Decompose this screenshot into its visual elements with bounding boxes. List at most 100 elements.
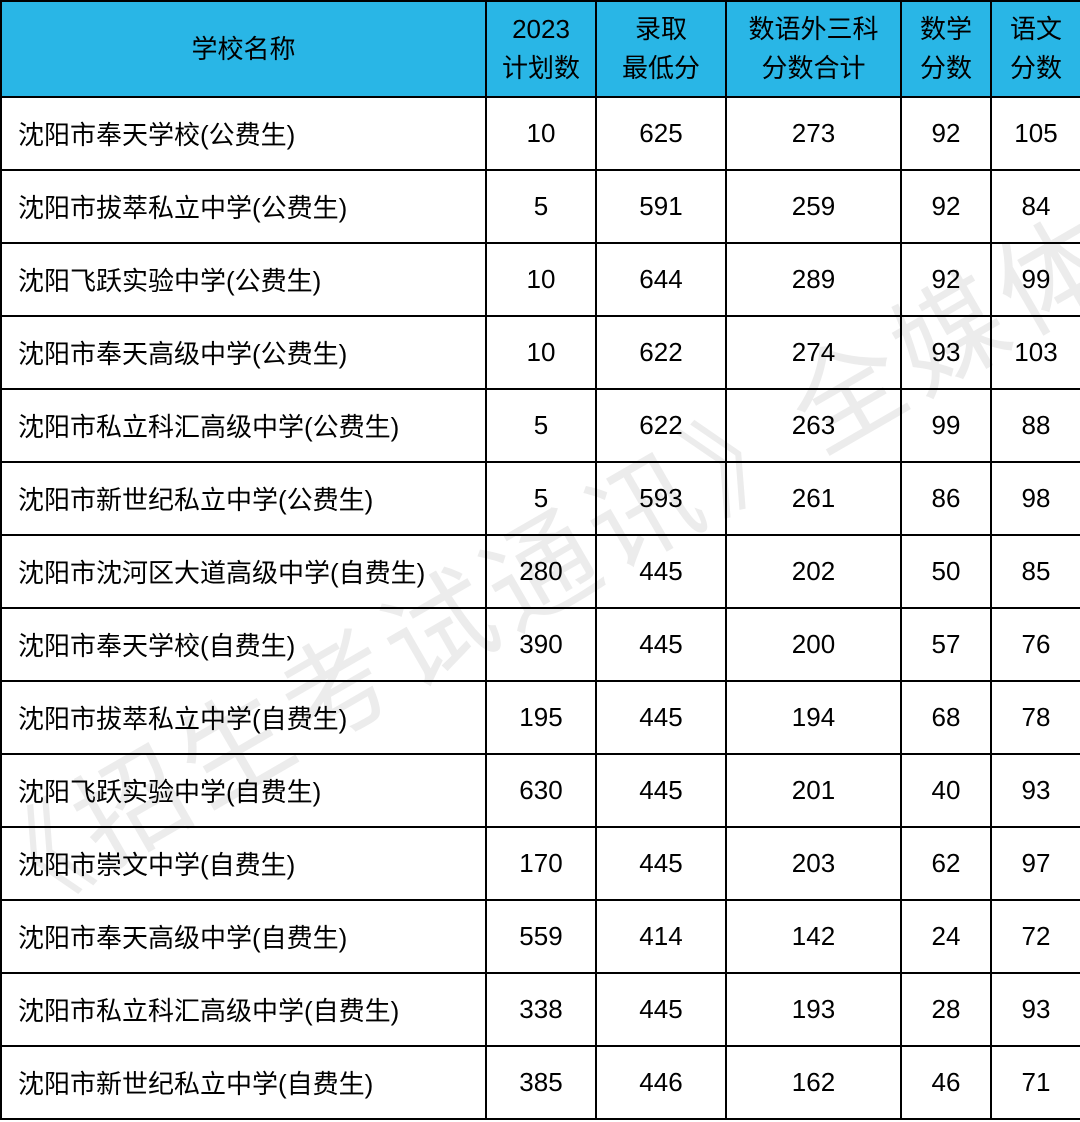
table-row: 沈阳市私立科汇高级中学(公费生)56222639988 (1, 389, 1080, 462)
cell-value: 72 (991, 900, 1080, 973)
cell-value: 71 (991, 1046, 1080, 1119)
table-row: 沈阳市新世纪私立中学(自费生)3854461624671 (1, 1046, 1080, 1119)
cell-value: 630 (486, 754, 596, 827)
cell-value: 195 (486, 681, 596, 754)
cell-value: 414 (596, 900, 726, 973)
cell-school-name: 沈阳市拔萃私立中学(自费生) (1, 681, 486, 754)
cell-value: 88 (991, 389, 1080, 462)
cell-value: 5 (486, 462, 596, 535)
cell-school-name: 沈阳飞跃实验中学(公费生) (1, 243, 486, 316)
cell-value: 24 (901, 900, 991, 973)
cell-school-name: 沈阳市拔萃私立中学(公费生) (1, 170, 486, 243)
cell-school-name: 沈阳市私立科汇高级中学(公费生) (1, 389, 486, 462)
cell-school-name: 沈阳市私立科汇高级中学(自费生) (1, 973, 486, 1046)
cell-value: 445 (596, 681, 726, 754)
cell-school-name: 沈阳市新世纪私立中学(公费生) (1, 462, 486, 535)
cell-value: 62 (901, 827, 991, 900)
cell-value: 338 (486, 973, 596, 1046)
cell-value: 162 (726, 1046, 901, 1119)
cell-value: 280 (486, 535, 596, 608)
cell-value: 40 (901, 754, 991, 827)
table-row: 沈阳市奉天学校(自费生)3904452005776 (1, 608, 1080, 681)
cell-value: 50 (901, 535, 991, 608)
cell-value: 105 (991, 97, 1080, 170)
cell-value: 93 (991, 754, 1080, 827)
cell-school-name: 沈阳市沈河区大道高级中学(自费生) (1, 535, 486, 608)
cell-value: 142 (726, 900, 901, 973)
col-header-chinese: 语文分数 (991, 1, 1080, 97)
cell-value: 445 (596, 535, 726, 608)
cell-value: 98 (991, 462, 1080, 535)
cell-value: 273 (726, 97, 901, 170)
cell-value: 10 (486, 97, 596, 170)
cell-school-name: 沈阳飞跃实验中学(自费生) (1, 754, 486, 827)
col-header-minscore: 录取最低分 (596, 1, 726, 97)
table-row: 沈阳市私立科汇高级中学(自费生)3384451932893 (1, 973, 1080, 1046)
cell-value: 203 (726, 827, 901, 900)
cell-value: 92 (901, 243, 991, 316)
cell-value: 99 (991, 243, 1080, 316)
cell-value: 202 (726, 535, 901, 608)
table-row: 沈阳市奉天高级中学(自费生)5594141422472 (1, 900, 1080, 973)
cell-value: 92 (901, 170, 991, 243)
table-header-row: 学校名称 2023计划数 录取最低分 数语外三科分数合计 数学分数 语文分数 (1, 1, 1080, 97)
cell-value: 86 (901, 462, 991, 535)
cell-value: 78 (991, 681, 1080, 754)
cell-value: 446 (596, 1046, 726, 1119)
cell-value: 170 (486, 827, 596, 900)
cell-value: 194 (726, 681, 901, 754)
cell-value: 289 (726, 243, 901, 316)
cell-value: 5 (486, 389, 596, 462)
table-row: 沈阳飞跃实验中学(公费生)106442899299 (1, 243, 1080, 316)
cell-value: 445 (596, 973, 726, 1046)
table-row: 沈阳市奉天高级中学(公费生)1062227493103 (1, 316, 1080, 389)
table-row: 沈阳市拔萃私立中学(公费生)55912599284 (1, 170, 1080, 243)
cell-value: 103 (991, 316, 1080, 389)
table-row: 沈阳市沈河区大道高级中学(自费生)2804452025085 (1, 535, 1080, 608)
cell-value: 274 (726, 316, 901, 389)
cell-value: 46 (901, 1046, 991, 1119)
table-row: 沈阳市奉天学校(公费生)1062527392105 (1, 97, 1080, 170)
cell-value: 92 (901, 97, 991, 170)
cell-value: 28 (901, 973, 991, 1046)
cell-school-name: 沈阳市奉天高级中学(自费生) (1, 900, 486, 973)
cell-value: 76 (991, 608, 1080, 681)
cell-value: 385 (486, 1046, 596, 1119)
col-header-plan: 2023计划数 (486, 1, 596, 97)
cell-value: 259 (726, 170, 901, 243)
cell-value: 93 (991, 973, 1080, 1046)
col-header-threesubj: 数语外三科分数合计 (726, 1, 901, 97)
admissions-score-table: 学校名称 2023计划数 录取最低分 数语外三科分数合计 数学分数 语文分数 沈… (0, 0, 1080, 1120)
table-row: 沈阳市拔萃私立中学(自费生)1954451946878 (1, 681, 1080, 754)
cell-value: 445 (596, 608, 726, 681)
cell-value: 200 (726, 608, 901, 681)
cell-value: 593 (596, 462, 726, 535)
col-header-school: 学校名称 (1, 1, 486, 97)
table-row: 沈阳飞跃实验中学(自费生)6304452014093 (1, 754, 1080, 827)
table-row: 沈阳市崇文中学(自费生)1704452036297 (1, 827, 1080, 900)
table-row: 沈阳市新世纪私立中学(公费生)55932618698 (1, 462, 1080, 535)
cell-value: 193 (726, 973, 901, 1046)
table-body: 沈阳市奉天学校(公费生)1062527392105沈阳市拔萃私立中学(公费生)5… (1, 97, 1080, 1119)
cell-value: 261 (726, 462, 901, 535)
cell-value: 263 (726, 389, 901, 462)
cell-value: 99 (901, 389, 991, 462)
cell-value: 445 (596, 754, 726, 827)
cell-school-name: 沈阳市奉天学校(公费生) (1, 97, 486, 170)
cell-school-name: 沈阳市奉天学校(自费生) (1, 608, 486, 681)
cell-value: 57 (901, 608, 991, 681)
col-header-math: 数学分数 (901, 1, 991, 97)
cell-value: 445 (596, 827, 726, 900)
cell-value: 10 (486, 243, 596, 316)
cell-value: 625 (596, 97, 726, 170)
cell-value: 5 (486, 170, 596, 243)
cell-school-name: 沈阳市奉天高级中学(公费生) (1, 316, 486, 389)
cell-value: 559 (486, 900, 596, 973)
cell-value: 591 (596, 170, 726, 243)
cell-value: 97 (991, 827, 1080, 900)
cell-value: 622 (596, 316, 726, 389)
cell-value: 10 (486, 316, 596, 389)
cell-value: 622 (596, 389, 726, 462)
cell-school-name: 沈阳市新世纪私立中学(自费生) (1, 1046, 486, 1119)
cell-value: 390 (486, 608, 596, 681)
